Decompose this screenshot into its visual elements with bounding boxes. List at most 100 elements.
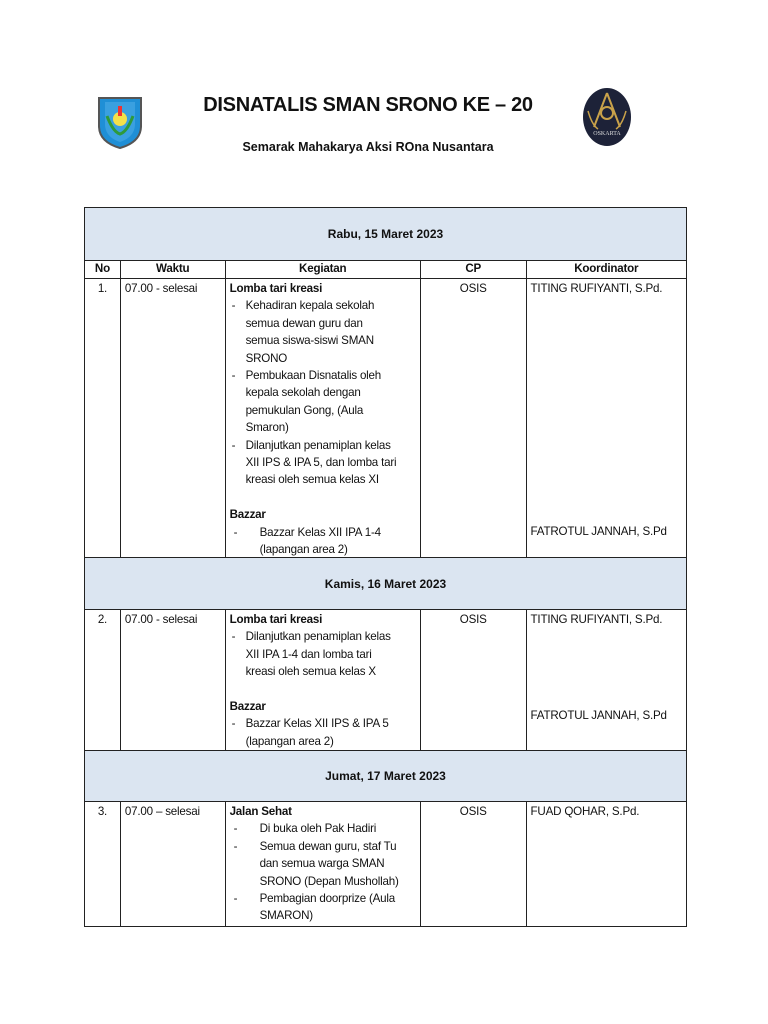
bullet-dash: - [231,299,236,313]
bullet-dash [230,733,246,750]
activity-item-line: kreasi oleh semua kelas XI [230,471,416,488]
activity-item-line: SMARON) [230,907,416,924]
activity-item-line: semua siswa-siswi SMAN [230,332,416,349]
cp-cell: OSIS [421,802,527,926]
activity-heading: Lomba tari kreasi [229,613,323,626]
bullet-dash [230,402,246,419]
table-row: 3. 07.00 – selesai Jalan Sehat - Di buka ole… [85,802,686,926]
activity-item-text: pemukulan Gong, (Aula [245,403,364,417]
activity-item-text: semua dewan guru dan [245,316,363,330]
blank-line [230,681,416,698]
activity-item-line: kreasi oleh semua kelas X [230,663,416,680]
bullet-dash: - [233,892,238,906]
column-header: No [85,261,121,278]
coordinator-cell: FUAD QOHAR, S.Pd. [527,802,686,926]
activity-item-line: - Bazzar Kelas XII IPS & IPA 5 [230,715,416,732]
date-row: Rabu, 15 Maret 2023 [85,208,686,261]
activity-item-text: kreasi oleh semua kelas XI [245,473,380,487]
blank-line [230,489,416,506]
bullet-dash: - [233,822,238,836]
coordinator-name: FATROTUL JANNAH, S.Pd [530,709,667,722]
activity-item-text: SMARON) [259,909,314,923]
oskarta-logo: OSKARTA [583,88,631,146]
bullet-dash: - [231,438,236,452]
regency-emblem-logo [98,97,142,150]
coordinator-name: TITING RUFIYANTI, S.Pd. [530,613,663,626]
activity-item-line: Smaron) [230,419,416,436]
activity-item-line: - Kehadiran kepala sekolah [230,297,416,314]
bullet-dash: - [231,369,236,383]
bullet-dash [230,315,246,332]
row-number: 1. [85,279,121,557]
bullet-dash [230,471,246,488]
time-cell: 07.00 - selesai [121,279,226,557]
table-row: 2. 07.00 - selesai Lomba tari kreasi - Dilan… [85,610,686,751]
column-header: Waktu [121,261,226,278]
activity-item-line: - Dilanjutkan penamiplan kelas [230,437,416,454]
activity-item-line: - Bazzar Kelas XII IPA 1-4 [230,524,416,541]
coordinator-name: FUAD QOHAR, S.Pd. [530,805,640,818]
activity-item-text: (lapangan area 2) [245,734,334,748]
activity-item-text: Bazzar Kelas XII IPA 1-4 [259,525,381,539]
bullet-dash [230,332,246,349]
column-header: CP [421,261,527,278]
bullet-dash [230,350,246,367]
coordinator-name: TITING RUFIYANTI, S.Pd. [530,282,663,295]
bullet-dash [230,541,260,558]
svg-text:OSKARTA: OSKARTA [593,131,621,137]
cp-cell: OSIS [421,279,527,557]
activity-item-line: - Dilanjutkan penamiplan kelas [230,628,416,645]
activity-item-text: (lapangan area 2) [259,543,348,557]
activity-item-text: XII IPS & IPA 5, dan lomba tari [245,456,397,470]
column-header: Koordinator [574,262,639,275]
bullet-dash [230,419,246,436]
header-row: No Waktu Kegiatan CP Koordinator [85,261,686,279]
bullet-dash [230,646,246,663]
activity-heading: Lomba tari kreasi [229,282,323,295]
activity-item-text: Kehadiran kepala sekolah [245,299,375,313]
activity-item-line: - Pembukaan Disnatalis oleh [230,367,416,384]
coordinator-cell: TITING RUFIYANTI, S.Pd. FATROTUL JANNAH, … [527,279,686,557]
activity-item-line: (lapangan area 2) [230,733,416,750]
activity-item-line: - Pembagian doorprize (Aula [230,890,416,907]
activity-item-text: kepala sekolah dengan [245,386,361,400]
page-title: DISNATALIS SMAN SRONO KE – 20 [203,94,533,116]
date-row: Jumat, 17 Maret 2023 [85,751,686,802]
table-row: 1. 07.00 - selesai Lomba tari kreasi - Kehad… [85,279,686,558]
bullet-dash [230,855,260,872]
activity-item-line: - Semua dewan guru, staf Tu [230,838,416,855]
activity-item-line: - Di buka oleh Pak Hadiri [230,820,416,837]
activity-item-text: semua siswa-siswi SMAN [245,334,375,348]
coordinator-cell: TITING RUFIYANTI, S.Pd. FATROTUL JANNAH, … [527,610,686,750]
bullet-dash: - [231,630,236,644]
activity-item-text: Smaron) [245,421,289,435]
schedule-table: Rabu, 15 Maret 2023 No Waktu Kegiatan CP Koor… [84,207,687,927]
activity-item-line: SRONO (Depan Mushollah) [230,873,416,890]
activity-heading: Bazzar [229,508,266,522]
page-subtitle: Semarak Mahakarya Aksi ROna Nusantara [242,140,494,154]
activity-item-text: Dilanjutkan penamiplan kelas [245,438,391,452]
activity-item-line: dan semua warga SMAN [230,855,416,872]
time-cell: 07.00 - selesai [121,610,226,750]
activity-item-text: Di buka oleh Pak Hadiri [259,822,377,836]
bullet-dash [230,663,246,680]
activity-item-line: pemukulan Gong, (Aula [230,402,416,419]
activity-item-text: Dilanjutkan penamiplan kelas [245,630,391,644]
coordinator-name: FATROTUL JANNAH, S.Pd [530,525,667,538]
activity-item-line: XII IPS & IPA 5, dan lomba tari [230,454,416,471]
activity-item-line: semua dewan guru dan [230,315,416,332]
activity-item-text: Semua dewan guru, staf Tu [259,839,397,853]
bullet-dash: - [231,717,236,731]
activity-heading: Jalan Sehat [229,805,292,818]
activity-item-line: XII IPA 1-4 dan lomba tari [230,646,416,663]
activity-heading: Bazzar [229,700,266,714]
time-cell: 07.00 – selesai [121,802,226,926]
activity-cell: Jalan Sehat - Di buka oleh Pak Hadiri - Semu… [226,802,421,926]
activity-item-line: (lapangan area 2) [230,541,416,558]
activity-item-line: kepala sekolah dengan [230,384,416,401]
activity-item-line: SRONO [230,350,416,367]
bullet-dash: - [233,839,238,853]
date-row: Kamis, 16 Maret 2023 [85,558,686,610]
column-header: Kegiatan [226,261,421,278]
